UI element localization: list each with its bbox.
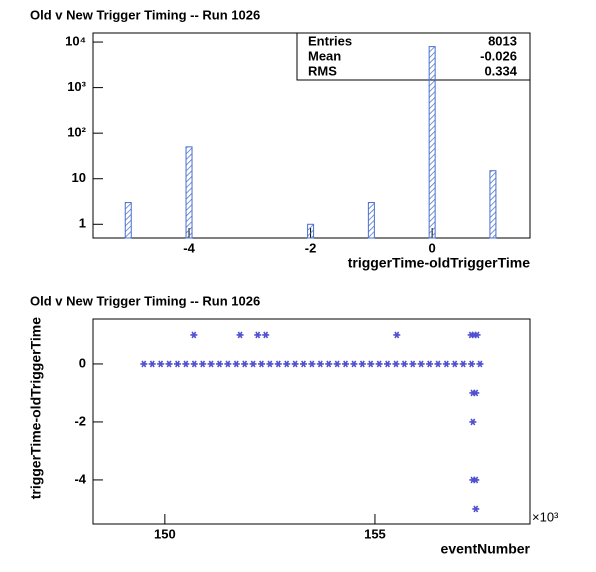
bar — [428, 46, 436, 239]
point — [308, 360, 316, 368]
bar — [489, 170, 497, 239]
y-tick-label: 0 — [79, 355, 86, 370]
point — [300, 360, 308, 368]
point — [476, 360, 484, 368]
point — [236, 331, 244, 339]
point — [358, 360, 366, 368]
point — [417, 360, 425, 368]
stats-box — [296, 32, 531, 81]
plot-frame — [92, 318, 531, 525]
y-tick-label: 10³ — [67, 79, 86, 94]
point — [254, 331, 262, 339]
point — [224, 360, 232, 368]
point — [393, 331, 401, 339]
x-tick-label: 0 — [429, 240, 436, 255]
point — [472, 389, 480, 397]
point — [333, 360, 341, 368]
point — [157, 360, 165, 368]
y-tick-label: -4 — [74, 471, 86, 486]
point — [249, 360, 257, 368]
point — [291, 360, 299, 368]
x-axis-label: eventNumber — [441, 541, 531, 557]
chart-title: Old v New Trigger Timing -- Run 1026 — [30, 293, 260, 308]
x-multiplier: ×10³ — [532, 509, 559, 524]
y-tick-label: -2 — [74, 413, 86, 428]
y-tick-label: 1 — [79, 216, 86, 231]
point — [426, 360, 434, 368]
point — [173, 360, 181, 368]
point — [283, 360, 291, 368]
stats-label: Mean — [308, 48, 341, 63]
point — [459, 360, 467, 368]
point — [274, 360, 282, 368]
y-axis-label: triggerTime-oldTriggerTime — [28, 317, 44, 500]
point — [350, 360, 358, 368]
x-tick-label: -2 — [305, 240, 317, 255]
point — [199, 360, 207, 368]
point — [165, 360, 173, 368]
point — [469, 418, 477, 426]
point — [316, 360, 324, 368]
chart-title: Old v New Trigger Timing -- Run 1026 — [30, 7, 260, 22]
stats-value: -0.026 — [480, 48, 517, 63]
point — [182, 360, 190, 368]
point — [215, 360, 223, 368]
y-tick-label: 10² — [67, 125, 86, 140]
point — [367, 360, 375, 368]
y-tick-label: 10⁴ — [65, 33, 86, 48]
point — [400, 360, 408, 368]
point — [241, 360, 249, 368]
point — [148, 360, 156, 368]
x-tick-label: 150 — [154, 526, 176, 541]
point — [468, 360, 476, 368]
stats-value: 8013 — [488, 33, 517, 48]
point — [384, 360, 392, 368]
x-tick-label: -4 — [183, 240, 195, 255]
point — [409, 360, 417, 368]
x-axis-label: triggerTime-oldTriggerTime — [348, 255, 531, 271]
point — [442, 360, 450, 368]
stats-label: RMS — [308, 63, 337, 78]
point — [232, 360, 240, 368]
point — [392, 360, 400, 368]
point — [140, 360, 148, 368]
point — [434, 360, 442, 368]
point — [473, 331, 481, 339]
point — [472, 505, 480, 513]
point — [342, 360, 350, 368]
point — [266, 360, 274, 368]
point — [190, 360, 198, 368]
point — [190, 331, 198, 339]
stats-label: Entries — [308, 33, 352, 48]
point — [325, 360, 333, 368]
point — [257, 360, 265, 368]
x-tick-label: 155 — [364, 526, 386, 541]
point — [451, 360, 459, 368]
point — [472, 476, 480, 484]
bar — [124, 202, 132, 239]
bar — [367, 202, 375, 239]
point — [375, 360, 383, 368]
y-tick-label: 10 — [72, 170, 86, 185]
bar — [185, 146, 193, 239]
stats-value: 0.334 — [484, 63, 517, 78]
point — [262, 331, 270, 339]
point — [207, 360, 215, 368]
bar — [307, 223, 315, 239]
